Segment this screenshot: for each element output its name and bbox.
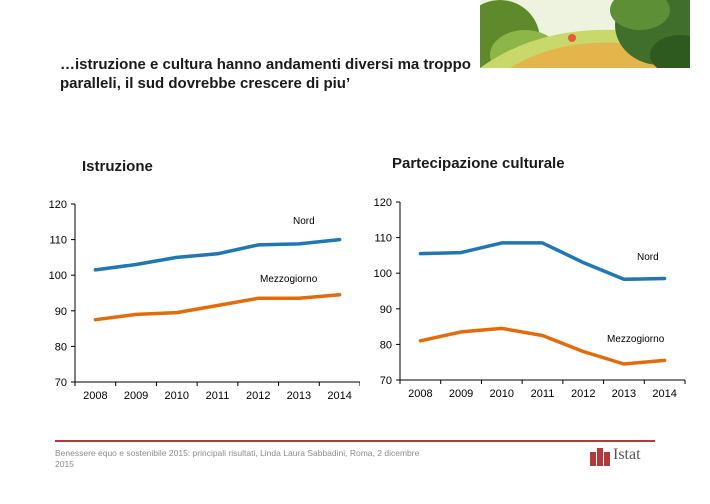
x-tick-label: 2011 [531,388,555,400]
series-line-nord [93,237,342,272]
x-tick-label: 2008 [83,390,107,402]
series-line-mezzogiorno [93,293,342,322]
x-tick-label: 2011 [206,390,230,402]
slide-title: …istruzione e cultura hanno andamenti di… [60,56,471,92]
y-tick-label: 120 [49,199,67,211]
x-tick-label: 2014 [327,390,351,402]
footer-divider [55,440,655,442]
y-tick-label: 90 [55,306,67,318]
x-tick-label: 2013 [287,390,311,402]
x-tick-label: 2009 [449,388,473,400]
x-tick-label: 2010 [490,388,514,400]
series-line-mezzogiorno [418,326,667,366]
y-tick-label: 90 [380,304,392,316]
x-tick-label: 2014 [652,388,676,400]
footer-credits: Benessere equo e sostenibile 2015: princ… [55,448,420,469]
series-label-mezzogiorno: Mezzogiorno [260,274,318,285]
y-tick-label: 110 [374,233,392,245]
x-tick-label: 2009 [124,390,148,402]
x-tick-label: 2008 [408,388,432,400]
y-tick-label: 80 [380,339,392,351]
x-tick-label: 2013 [612,388,636,400]
chart-partecipazione: 70 80 90 100 110 120 2008 2009 2010 2011 2012 2013 2… [374,197,686,400]
chart-istruzione: 70 80 90 100 110 120 2008 2009 2010 2011 2012 2013 2… [49,199,360,402]
header-illustration [460,0,710,80]
x-tick-label: 2012 [571,388,595,400]
chart-title-istruzione: Istruzione [82,158,153,175]
y-tick-label: 80 [55,341,67,353]
y-tick-label: 110 [49,235,67,247]
y-tick-label: 100 [49,270,67,282]
x-tick-label: 2010 [165,390,189,402]
series-label-nord: Nord [637,252,659,263]
series-line-nord [418,241,667,282]
series-label-mezzogiorno: Mezzogiorno [607,334,665,345]
chart-title-partecipazione: Partecipazione culturale [392,155,565,172]
series-label-nord: Nord [293,216,315,227]
y-tick-label: 70 [55,377,67,389]
istat-logo [590,446,670,468]
y-tick-label: 70 [380,375,392,387]
y-tick-label: 120 [374,197,392,209]
y-tick-label: 100 [374,268,392,280]
istat-logo-text: Istat [613,446,641,463]
x-tick-label: 2012 [246,390,270,402]
